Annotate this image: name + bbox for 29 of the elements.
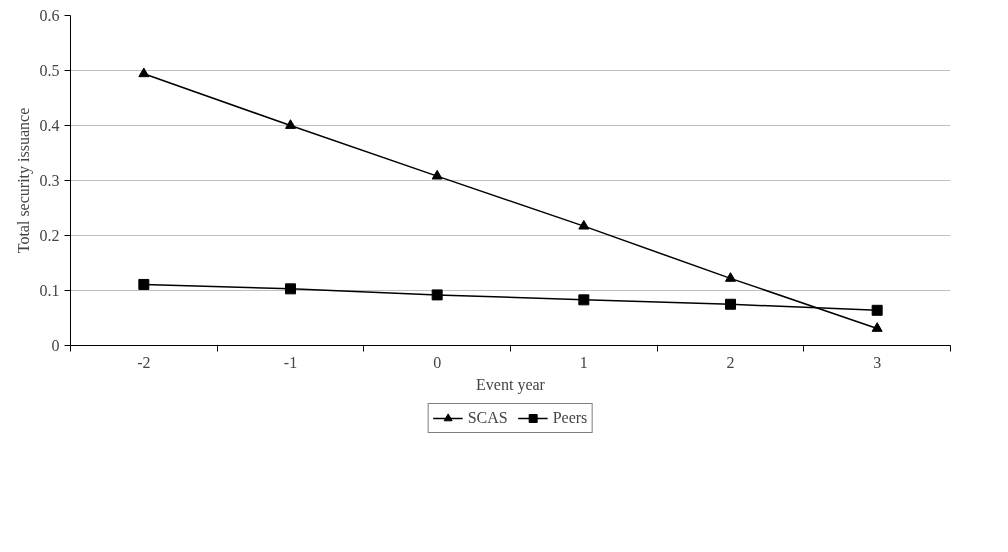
point bbox=[285, 283, 296, 295]
x-tick-label: -1 bbox=[283, 353, 298, 371]
x-axis-title: Event year bbox=[476, 375, 546, 394]
y-axis-title: Total security issuance bbox=[14, 107, 33, 254]
point bbox=[871, 322, 883, 332]
y-tick-label: 0.3 bbox=[39, 172, 60, 189]
legend-label: SCAS bbox=[467, 408, 508, 427]
x-tick-label: 2 bbox=[726, 353, 735, 371]
y-tick-label: 0.2 bbox=[39, 227, 60, 244]
y-tick-label: 0.6 bbox=[39, 7, 60, 24]
point bbox=[578, 294, 590, 306]
y-tick-label: 0.4 bbox=[39, 117, 60, 134]
x-tick-label: 0 bbox=[433, 353, 442, 371]
point bbox=[725, 298, 736, 310]
x-tick-label: 3 bbox=[873, 353, 882, 371]
y-tick-label: 0.1 bbox=[39, 282, 60, 299]
x-tick-label: 1 bbox=[579, 353, 588, 371]
point bbox=[725, 272, 736, 282]
point bbox=[578, 219, 590, 230]
point bbox=[285, 119, 296, 129]
y-tick-label: 0 bbox=[51, 337, 60, 354]
point bbox=[871, 304, 883, 316]
point bbox=[431, 169, 443, 180]
point bbox=[138, 67, 150, 78]
y-tick-label: 0.5 bbox=[39, 62, 60, 79]
legend-label: Peers bbox=[552, 408, 588, 427]
point bbox=[138, 278, 150, 290]
x-tick-label: -2 bbox=[137, 353, 151, 371]
point bbox=[431, 289, 443, 301]
